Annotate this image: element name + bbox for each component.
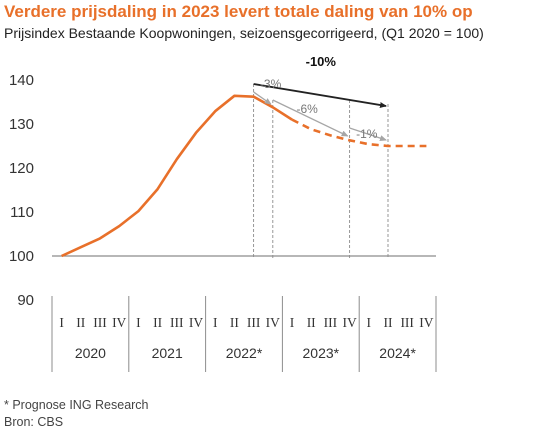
- quarter-label: II: [76, 315, 85, 330]
- quarter-label: II: [384, 315, 393, 330]
- quarter-label: I: [213, 315, 218, 330]
- quarter-label: IV: [419, 315, 433, 330]
- quarter-label: I: [290, 315, 295, 330]
- step-change-arrow: [272, 99, 349, 137]
- quarter-label: II: [153, 315, 162, 330]
- quarter-label: III: [324, 315, 338, 330]
- quarter-label: IV: [266, 315, 280, 330]
- step-change-arrow: [349, 127, 387, 141]
- step-change-label: -3%: [260, 77, 282, 91]
- quarter-label: I: [59, 315, 64, 330]
- series-line-actual: [61, 94, 293, 258]
- year-label: 2023*: [303, 345, 340, 361]
- y-tick-label: 140: [9, 72, 34, 89]
- y-tick-label: 120: [9, 160, 34, 177]
- series-line-forecast: [291, 118, 427, 148]
- quarter-label: III: [93, 315, 107, 330]
- quarter-label: IV: [189, 315, 203, 330]
- quarter-label: I: [367, 315, 372, 330]
- step-change-arrow: [253, 91, 272, 105]
- quarter-label: I: [136, 315, 141, 330]
- quarter-label: II: [307, 315, 316, 330]
- quarter-label: II: [230, 315, 239, 330]
- y-tick-label: 130: [9, 116, 34, 133]
- year-label: 2022*: [226, 345, 263, 361]
- year-label: 2024*: [379, 345, 416, 361]
- total-change-label: -10%: [306, 54, 337, 69]
- step-change-label: -1%: [356, 127, 378, 141]
- quarter-label: III: [247, 315, 261, 330]
- y-tick-label: 90: [17, 292, 34, 309]
- quarter-label: IV: [342, 315, 356, 330]
- footnote-source: Bron: CBS: [4, 415, 64, 429]
- quarter-label: IV: [112, 315, 126, 330]
- quarter-label: III: [400, 315, 414, 330]
- total-change-arrow: [253, 83, 387, 108]
- footnote-forecast: * Prognose ING Research: [4, 398, 149, 412]
- quarter-label: III: [170, 315, 184, 330]
- step-change-label: -6%: [297, 102, 319, 116]
- year-label: 2020: [75, 345, 106, 361]
- year-label: 2021: [152, 345, 183, 361]
- chart-subtitle: Prijsindex Bestaande Koopwoningen, seizo…: [4, 25, 484, 41]
- chart-title: Verdere prijsdaling in 2023 levert total…: [4, 2, 473, 21]
- y-tick-label: 110: [10, 204, 34, 221]
- y-tick-label: 100: [9, 248, 34, 265]
